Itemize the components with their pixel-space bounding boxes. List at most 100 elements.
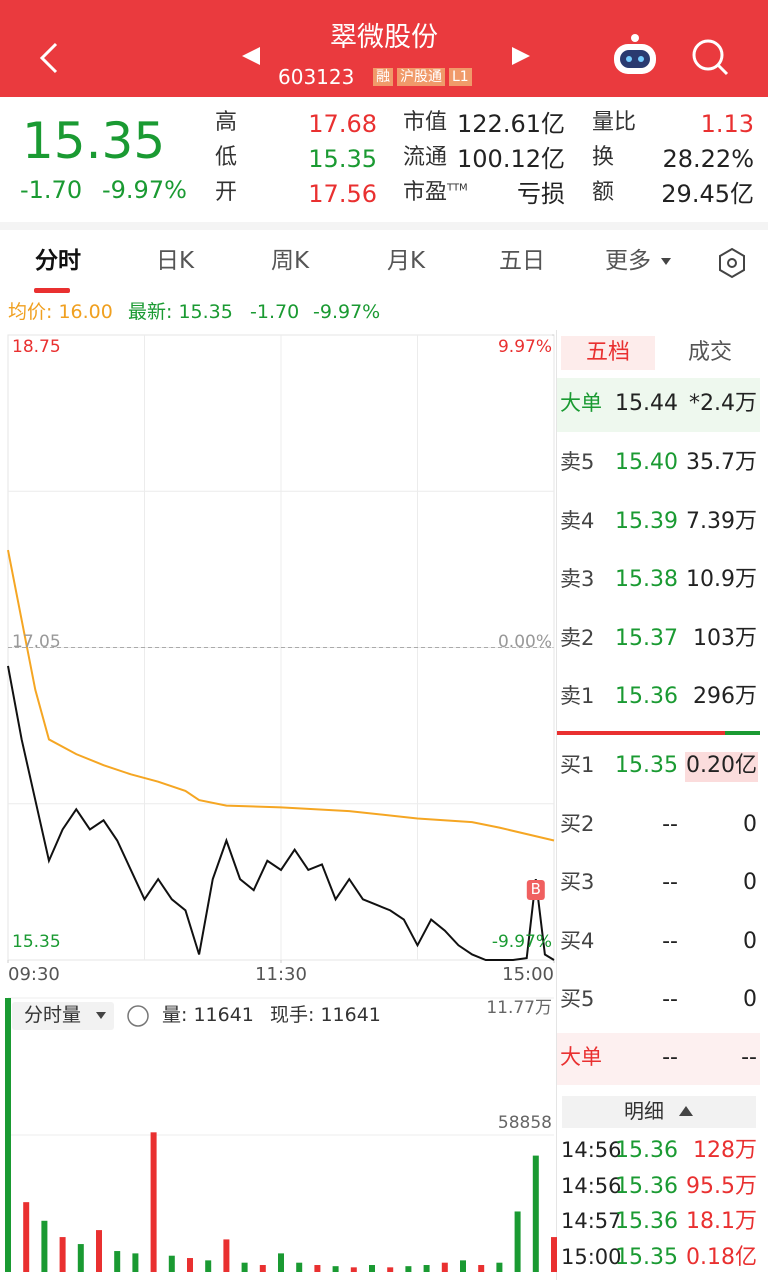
stat-label: 量比 [592,110,637,135]
ob-label: 大单 [560,1045,602,1069]
volume-bar [423,1265,430,1272]
stat-value: 122.61亿 [457,110,565,138]
tag: 沪股通 [397,68,445,86]
change: -1.70 [20,176,83,204]
volume-selector[interactable] [12,1002,114,1030]
ob-price: -- [662,928,678,954]
ob-tab[interactable]: 成交 [687,340,733,365]
tab[interactable]: 五日 [499,248,545,274]
y-tick-label: 15.35 [12,932,61,952]
ob-price: -- [662,811,678,837]
trade-price: 15.36 [615,1209,678,1234]
stat-value: 28.22% [662,145,754,173]
stat-label: 额 [592,180,615,205]
volume-bar [241,1262,248,1272]
trade-time: 14:56 [561,1138,622,1162]
buy-marker-label: B [530,880,541,898]
ob-price: 15.36 [615,684,678,709]
volume-stat: 现手: 11641 [270,1004,381,1026]
buy-marker [526,880,545,900]
bid-bar [725,731,760,735]
tab[interactable]: 日K [155,248,195,274]
volume-bar [278,1253,284,1272]
stat-value: 17.56 [308,180,377,208]
trade-volume: 18.1万 [686,1209,757,1234]
y2-tick-label: 9.97% [497,337,552,357]
next-stock[interactable] [512,47,530,65]
volume-bar [532,1155,539,1272]
help-button[interactable] [127,1005,149,1027]
volume-bar [405,1266,412,1272]
tab-indicator [34,288,70,293]
ob-volume: 0.20亿 [686,753,757,778]
volume-bar [551,1237,557,1272]
ob-label: 卖2 [560,625,595,650]
trade-time: 15:00 [561,1244,622,1269]
stat-label: 高 [215,110,238,135]
back-button[interactable] [39,42,58,74]
ob-label: 大单 [560,391,602,415]
stat-label: 低 [215,145,238,170]
trade-time: 14:56 [561,1173,622,1198]
settings-button[interactable] [719,247,745,279]
volume-bar [77,1244,84,1272]
change-pct: -9.97% [102,176,187,204]
latest-change: -1.70 [250,301,300,323]
ob-price: -- [662,1045,678,1070]
ob-price: 15.35 [615,753,678,778]
volume-bar [23,1202,30,1272]
latest-price: 最新: 15.35 [128,301,233,323]
detail-title[interactable]: 明细 [624,1099,664,1123]
stat-label: 换 [592,145,615,170]
panel-divider [556,330,557,1288]
y-tick-label: 18.75 [12,337,61,357]
stat-label: 市值 [403,110,448,135]
ob-volume: 35.7万 [686,450,757,475]
tab[interactable]: 更多 [605,248,651,274]
ob-volume: 7.39万 [686,508,757,534]
trade-price: 15.36 [615,1138,678,1163]
ob-volume: 0 [743,811,757,837]
tag: 融 [373,68,393,86]
trade-price: 15.35 [615,1244,678,1270]
volume-stat: 量: 11641 [162,1004,254,1026]
ob-volume: 296万 [693,684,757,709]
tab[interactable]: 分时 [35,248,81,274]
volume-bar [332,1266,339,1272]
trade-time: 14:57 [561,1209,622,1233]
stat-label: 流通 [403,145,448,170]
volume-bar [350,1267,357,1272]
ob-label: 买2 [560,811,595,836]
volume-bar [5,998,11,1272]
trade-volume: 128万 [693,1138,757,1163]
y-tick-label: 11.77万 [486,998,552,1018]
y2-tick-label: 0.00% [497,631,552,652]
volume-bar [59,1237,66,1272]
stat-value: 1.13 [700,110,754,138]
ob-volume: 0 [743,870,757,895]
price-line [7,549,555,842]
tag: L1 [449,68,472,86]
robot-icon[interactable] [614,34,656,74]
ob-label: 卖4 [560,508,595,533]
prev-stock[interactable] [242,47,260,65]
price: 15.35 [22,112,166,170]
stat-value: 15.35 [308,145,377,173]
volume-bar [41,1220,48,1272]
volume-bar [205,1260,212,1272]
tab[interactable]: 周K [270,248,310,274]
avg-price: 均价: 16.00 [8,301,113,323]
volume-title[interactable]: 分时量 [24,1004,82,1026]
search-button[interactable] [692,39,729,76]
ob-price: 15.38 [615,567,678,592]
volume-bar [514,1211,521,1272]
trade-volume: 0.18亿 [686,1244,757,1270]
ob-price: -- [662,987,678,1012]
ob-tab[interactable]: 五档 [585,340,631,365]
detail-bg [562,1096,756,1128]
volume-bar [150,1132,157,1272]
tab[interactable]: 月K [386,248,426,274]
volume-bar [369,1265,375,1272]
stat-label: 开 [215,180,238,205]
